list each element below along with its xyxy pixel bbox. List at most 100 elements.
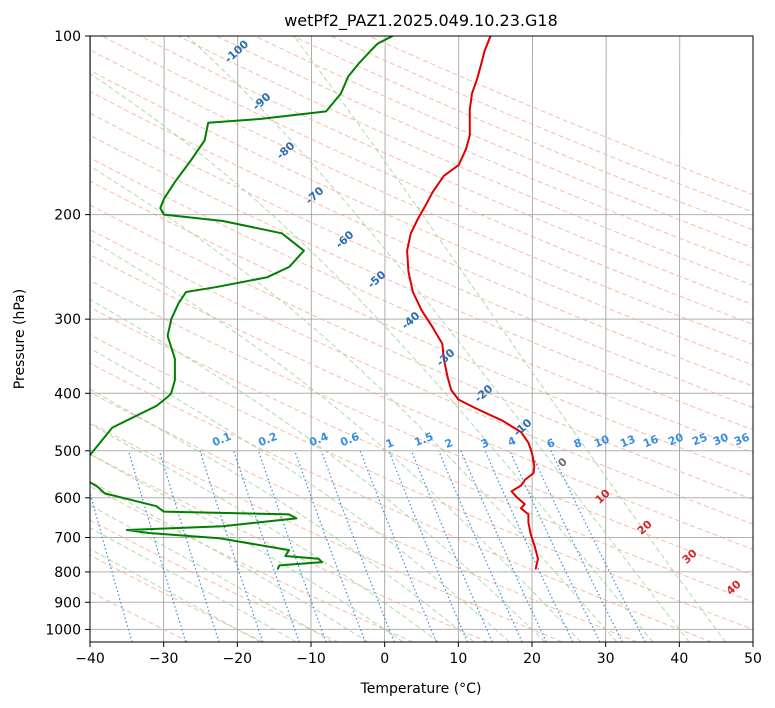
- x-axis-label: Temperature (°C): [360, 681, 482, 697]
- mixing-ratio-label: 8: [572, 436, 584, 451]
- moist-adiabat-line: [90, 298, 546, 642]
- dewpoint-line: [90, 36, 394, 570]
- isobar-gridlines: [90, 36, 753, 630]
- mixing-ratio-label: 2: [443, 436, 455, 451]
- plot-area: -100-90-80-70-60-50-40-30-20-10010203040…: [90, 36, 753, 642]
- plot-frame: [89, 35, 754, 643]
- dry-adiabat-line: [90, 157, 753, 454]
- mixing-ratio-label: 3: [479, 436, 491, 451]
- mixing-ratio-label: 13: [618, 433, 637, 451]
- moist-adiabat-line: [90, 548, 261, 642]
- dry-adiabat-line: [90, 69, 753, 366]
- mixing-ratio-label: 0.2: [256, 430, 279, 449]
- y-tick-label: 400: [54, 386, 81, 402]
- dry-adiabat-line: [90, 362, 712, 642]
- y-tick-label: 500: [54, 444, 81, 460]
- x-tick-label: 20: [523, 651, 541, 667]
- dry-adiabat-label: 0: [555, 455, 570, 470]
- mixing-ratio-line: [388, 450, 469, 642]
- moist-adiabat-line: [90, 423, 439, 642]
- y-axis-ticks: 100 200 300 400 500 600 700 800 900 1000: [45, 29, 90, 638]
- moist-adiabat-lines: [90, 36, 726, 642]
- dry-adiabat-line: [330, 36, 753, 213]
- dry-adiabat-label: 40: [724, 577, 744, 597]
- mixing-ratio-line: [460, 450, 547, 642]
- moist-adiabat-line: [90, 165, 618, 642]
- dry-adiabat-line: [254, 36, 753, 249]
- mixing-ratio-label: 25: [690, 431, 709, 449]
- dry-adiabat-label: -70: [303, 184, 327, 207]
- mixing-ratio-label: 0.6: [338, 430, 361, 449]
- mixing-ratio-line: [484, 450, 574, 642]
- mixing-ratio-lines: [90, 450, 646, 642]
- dry-adiabat-line: [90, 112, 753, 409]
- y-tick-label: 600: [54, 491, 81, 507]
- x-tick-label: 30: [597, 651, 615, 667]
- dry-adiabat-line: [90, 134, 753, 431]
- mixing-ratio-line: [257, 450, 327, 642]
- y-tick-label: 800: [54, 565, 81, 581]
- y-tick-label: 100: [54, 29, 81, 45]
- dry-adiabat-line: [292, 36, 753, 231]
- mixing-ratio-line: [529, 450, 623, 642]
- dry-adiabat-label: -60: [333, 228, 357, 251]
- moist-adiabat-line: [90, 504, 333, 642]
- moist-adiabat-line: [90, 347, 510, 642]
- temperature-line: [406, 36, 539, 570]
- moist-adiabat-line: [90, 73, 654, 642]
- y-axis-label: Pressure (hPa): [12, 289, 28, 389]
- mixing-ratio-line: [509, 450, 601, 642]
- dry-adiabat-line: [90, 334, 753, 630]
- dry-adiabat-label: -80: [274, 139, 298, 162]
- dry-adiabat-line: [90, 306, 753, 603]
- mixing-ratio-line: [90, 490, 133, 642]
- moist-adiabat-line: [90, 480, 368, 642]
- mixing-ratio-line: [294, 450, 366, 642]
- line-annotation-labels: -100-90-80-70-60-50-40-30-20-10010203040…: [210, 37, 751, 597]
- y-tick-label: 300: [54, 312, 81, 328]
- mixing-ratio-label: 1: [384, 436, 396, 451]
- dry-adiabat-line: [139, 36, 753, 306]
- dry-adiabat-line: [101, 36, 753, 325]
- x-tick-label: −10: [296, 651, 326, 667]
- dry-adiabat-label: 20: [635, 517, 655, 537]
- mixing-ratio-label: 36: [732, 431, 751, 449]
- x-tick-label: −30: [149, 651, 179, 667]
- x-tick-label: −20: [223, 651, 253, 667]
- mixing-ratio-line: [438, 450, 523, 642]
- moist-adiabat-line: [90, 453, 404, 642]
- mixing-ratio-line: [158, 450, 220, 642]
- dry-adiabat-label: 30: [680, 546, 700, 566]
- mixing-ratio-line: [550, 450, 646, 642]
- x-tick-label: −40: [75, 651, 105, 667]
- chart-title: wetPf2_PAZ1.2025.049.10.23.G18: [284, 11, 558, 31]
- dry-adiabat-line: [90, 590, 190, 642]
- mixing-ratio-label: 30: [711, 431, 730, 449]
- mixing-ratio-line: [320, 450, 395, 642]
- dry-adiabat-lines: [90, 36, 753, 642]
- mixing-ratio-line: [410, 450, 493, 642]
- moist-adiabat-line: [90, 388, 475, 642]
- dry-adiabat-line: [90, 422, 563, 642]
- mixing-ratio-line: [359, 450, 437, 642]
- mixing-ratio-line: [199, 450, 264, 642]
- x-axis-ticks: −40 −30 −20 −10 0 10 20 30 40 50: [75, 642, 762, 667]
- dry-adiabat-line: [368, 36, 753, 196]
- dry-adiabat-line: [90, 391, 638, 642]
- dry-adiabat-label: -30: [434, 346, 458, 369]
- dry-adiabat-label: -40: [399, 309, 423, 332]
- mixing-ratio-label: 10: [592, 433, 611, 451]
- moist-adiabat-line: [293, 36, 726, 642]
- mixing-ratio-label: 1.5: [412, 430, 435, 449]
- y-tick-label: 1000: [45, 622, 81, 638]
- moist-adiabat-line: [186, 36, 690, 642]
- moist-adiabat-line: [90, 527, 297, 642]
- x-tick-label: 40: [670, 651, 688, 667]
- mixing-ratio-line: [127, 450, 187, 642]
- dry-adiabat-line: [90, 280, 753, 576]
- moist-adiabat-line: [90, 239, 582, 642]
- dry-adiabat-label: -100: [222, 37, 251, 65]
- sounding-series: [90, 36, 539, 570]
- dry-adiabat-line: [90, 204, 753, 501]
